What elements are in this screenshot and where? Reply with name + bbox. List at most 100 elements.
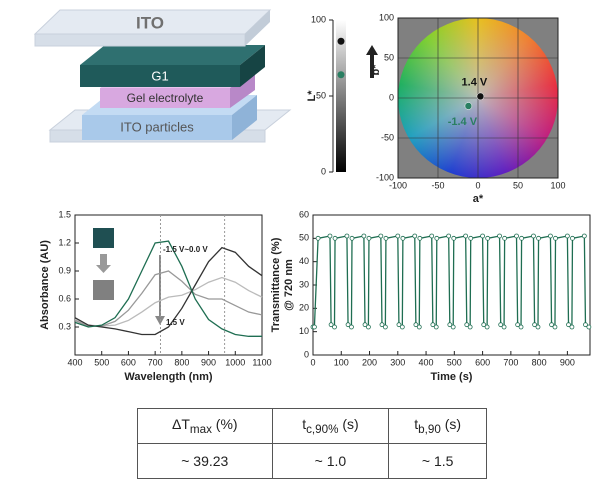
point [337,37,345,45]
x-tick-label: 800 [174,357,189,367]
marker [451,235,457,241]
x-tick-label: 1100 [252,357,271,367]
marker [548,233,553,239]
marker [468,235,474,241]
marker [502,235,508,241]
x-tick-label: 400 [419,357,434,367]
y-tick-label: 1.5 [58,209,71,219]
axis-label: Transmittance (%) [270,237,282,332]
marker [531,233,536,239]
axis-label: Time (s) [431,371,473,383]
header-sub: c,90% [306,422,339,436]
marker [447,322,453,328]
marker [349,235,355,241]
marker [349,324,354,330]
y-tick-label: -100 [376,172,394,182]
y-tick-label: 30 [299,279,309,289]
marker [416,324,422,330]
annotation: -1.5 V~0.0 V [163,245,208,254]
marker [379,322,385,328]
axis-label: Absorbance (AU) [39,240,51,330]
x-tick-label: 200 [362,357,377,367]
summary-table: ΔTmax (%) tc,90% (s) tb,90 (s) ~ 39.23 ~… [137,408,487,479]
x-tick-label: 500 [94,357,109,367]
inset-bleached [93,280,114,300]
axis-label: L* [306,90,318,102]
x-tick-label: -100 [389,180,407,190]
marker [413,322,419,328]
x-tick-label: 800 [532,357,547,367]
y-tick-label: 1.2 [58,237,71,247]
x-tick-label: 700 [148,357,163,367]
marker [467,324,473,330]
marker [417,235,423,241]
marker [583,322,588,328]
marker [399,324,405,330]
header-text: ΔT [171,416,190,433]
x-tick-label: 50 [513,180,523,190]
x-tick-label: 600 [121,357,136,367]
marker [552,324,558,330]
point-label: 1.4 V [462,76,488,88]
y-tick-label: 40 [299,256,309,266]
marker [395,233,401,239]
header-text: (s) [440,416,462,433]
header-text: (s) [338,416,359,433]
series-line [74,276,263,327]
y-tick-label: 10 [299,326,309,336]
marker [536,235,541,241]
y-tick-label: 0 [321,166,326,176]
marker [362,322,368,328]
x-tick-label: 700 [503,357,518,367]
y-tick-label: 0 [389,92,394,102]
y-tick-label: 0.6 [58,293,71,303]
x-tick-label: 0 [475,180,480,190]
header-text: (%) [211,416,238,433]
y-tick-label: 0.3 [58,321,71,331]
axis-label: Wavelength (nm) [124,371,213,383]
marker [345,322,351,328]
x-tick-label: 400 [67,357,82,367]
marker [514,233,519,239]
x-tick-label: 600 [475,357,490,367]
marker [433,324,439,330]
marker [400,235,406,241]
marker [535,324,541,330]
frame [74,214,263,356]
marker [328,322,334,328]
marker [382,324,388,330]
x-tick-label: 900 [201,357,216,367]
marker [519,235,524,241]
y-tick-label: 100 [379,12,394,22]
y-tick-label: 100 [311,14,326,24]
arrow [366,45,378,78]
marker [446,233,452,239]
marker [532,322,537,328]
y-tick-label: 0 [304,349,309,359]
header-text: t [302,416,307,433]
series-line [313,235,590,329]
marker [450,324,456,330]
marker [412,233,418,239]
marker [581,233,587,239]
marker [549,322,554,328]
marker [430,322,436,328]
marker [396,322,402,328]
cell: ~ 39.23 [137,443,273,479]
axis-label: @ 720 nm [283,259,295,311]
marker [501,324,507,330]
marker [429,233,435,239]
x-tick-label: 100 [550,180,565,190]
series-line [74,240,262,337]
x-tick-label: 500 [447,357,462,367]
marker [365,324,371,330]
marker [332,324,337,330]
marker [480,233,485,239]
marker [366,235,372,241]
header-sub: b,90 [418,422,441,436]
marker [515,322,521,328]
y-tick-label: 50 [316,90,326,100]
layer-label: ITO [136,13,164,32]
